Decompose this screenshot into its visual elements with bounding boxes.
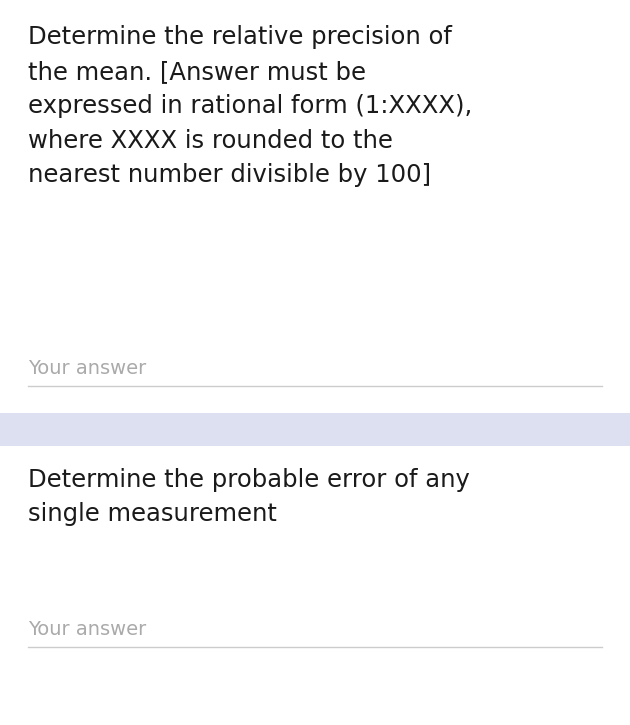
Text: Your answer: Your answer — [28, 620, 147, 639]
Text: Your answer: Your answer — [28, 359, 147, 378]
Text: Determine the probable error of any
single measurement: Determine the probable error of any sing… — [28, 468, 470, 526]
Text: Determine the relative precision of
the mean. [Answer must be
expressed in ratio: Determine the relative precision of the … — [28, 25, 472, 187]
FancyBboxPatch shape — [0, 413, 630, 446]
